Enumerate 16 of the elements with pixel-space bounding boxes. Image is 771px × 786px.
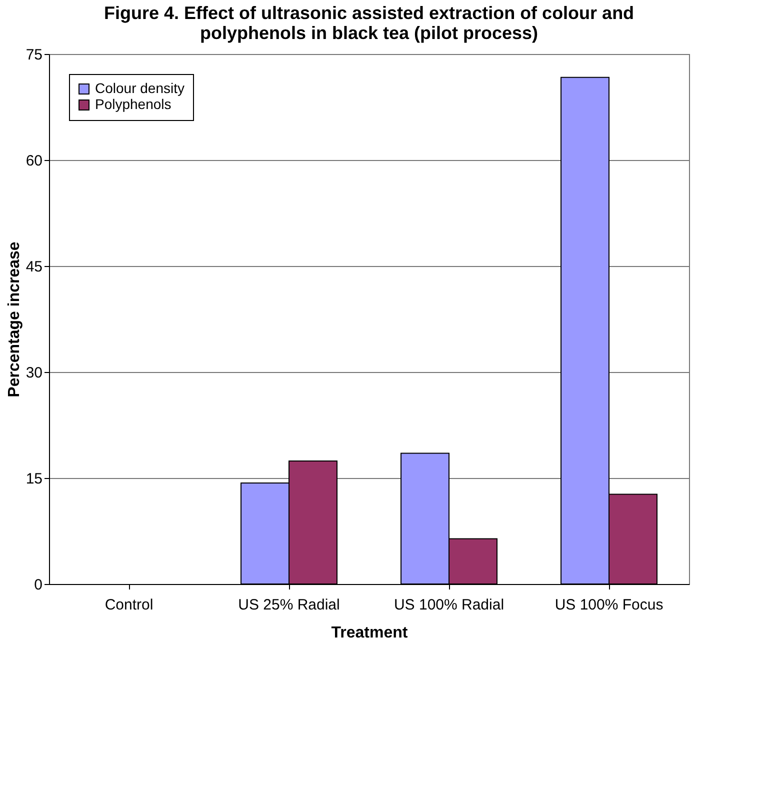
x-tick-label: Control [104, 596, 154, 614]
y-tick-label: 30 [26, 364, 42, 382]
y-tick-label: 0 [34, 576, 42, 594]
y-axis-title: Percentage increase [6, 242, 23, 398]
y-tick-label: 75 [26, 46, 42, 64]
y-tick-label: 60 [26, 152, 42, 170]
text: polyphenols in black tea (pilot process) [200, 23, 538, 43]
x-tick-label: US 100% Focus [554, 596, 664, 614]
text: Figure 4. Effect of ultrasonic assisted extraction of colour and [104, 3, 634, 23]
x-tick-label: US 25% Radial [238, 596, 340, 614]
legend-label: Colour density [95, 80, 184, 96]
y-tick-label: 15 [26, 470, 42, 488]
x-tick-label: US 100% Radial [394, 596, 504, 614]
y-tick-label: 45 [26, 258, 42, 276]
x-axis-title: Treatment [331, 624, 408, 642]
legend-label: Polyphenols [95, 96, 172, 112]
